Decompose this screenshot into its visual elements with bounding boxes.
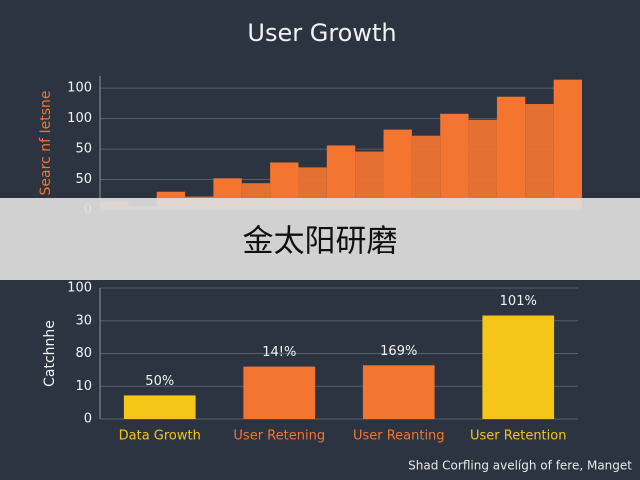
y-tick-label: 80 xyxy=(75,346,92,361)
y-tick-label: 50 xyxy=(75,142,92,157)
bar xyxy=(496,96,526,210)
y-tick-label: 0 xyxy=(84,412,92,427)
bar-label: 169% xyxy=(380,344,417,359)
x-tick-label: User Reanting xyxy=(353,429,445,444)
overlay-banner xyxy=(0,198,640,280)
bar xyxy=(482,315,555,419)
bar xyxy=(383,129,412,210)
plots: 05050100100Searc nf Ietsne0108030100Catc… xyxy=(38,76,582,444)
bar xyxy=(553,79,582,211)
y-tick-label: 100 xyxy=(67,281,92,296)
x-tick-label: Data Growth xyxy=(119,429,201,444)
bar xyxy=(440,113,469,210)
footer: Shad Corfling avelígh of fere, Manget xyxy=(408,459,632,473)
overlay-text: 金太阳研磨 xyxy=(243,224,398,260)
y-axis-label: Catchnhe xyxy=(42,320,58,387)
bar-label: 50% xyxy=(145,374,174,389)
bar xyxy=(362,365,435,419)
y-tick-label: 100 xyxy=(67,81,92,96)
bar xyxy=(525,104,554,210)
chart-title: User Growth xyxy=(247,19,396,47)
x-tick-label: User Retening xyxy=(233,429,325,444)
y-axis-label: Searc nf Ietsne xyxy=(38,91,54,196)
y-tick-label: 30 xyxy=(75,313,92,328)
bar xyxy=(411,135,441,210)
y-tick-label: 100 xyxy=(67,111,92,126)
bar-label: 101% xyxy=(500,294,537,309)
bar xyxy=(468,119,497,210)
y-tick-label: 50 xyxy=(75,172,92,187)
bar-label: 14!% xyxy=(262,345,296,360)
x-tick-label: User Retention xyxy=(470,429,566,444)
bar xyxy=(243,366,316,419)
bar xyxy=(123,395,196,419)
y-tick-label: 10 xyxy=(75,379,92,394)
